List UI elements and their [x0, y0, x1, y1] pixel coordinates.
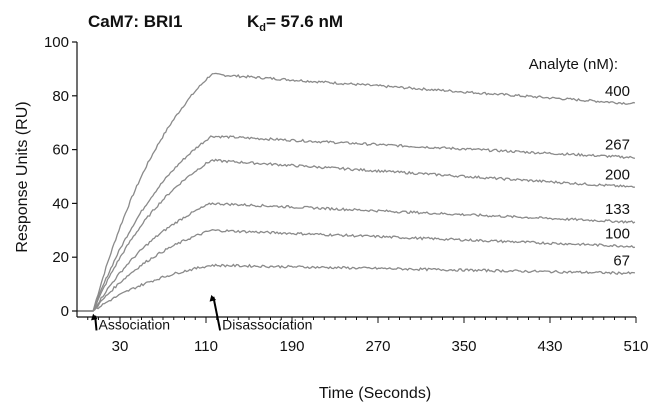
- series-label-133: 133: [605, 201, 630, 218]
- y-tick-label-0: 0: [61, 303, 69, 320]
- y-tick-label-20: 20: [52, 249, 69, 266]
- annotations: Association Disassociation: [91, 294, 312, 332]
- chart-title: CaM7: BRI1: [88, 12, 182, 31]
- series-labels: 400 267 200 133 100 67: [605, 83, 630, 269]
- chart-title-group: CaM7: BRI1 Kd= 57.6 nM: [88, 12, 343, 34]
- legend-title: Analyte (nM):: [529, 56, 618, 73]
- y-tick-label-100: 100: [44, 34, 69, 51]
- y-tick-label-60: 60: [52, 142, 69, 159]
- series-label-200: 200: [605, 166, 630, 183]
- series-line-133: [77, 202, 636, 312]
- series-line-100: [77, 229, 635, 312]
- annotation-arrow-head-0: [91, 313, 98, 321]
- annotation-arrow-shaft-1: [212, 296, 222, 331]
- series-lines: [77, 72, 636, 312]
- kd-equals: = 57.6 nM: [266, 12, 343, 31]
- x-tick-label-270: 270: [365, 338, 390, 355]
- kd-symbol: K: [247, 12, 260, 31]
- series-label-267: 267: [605, 137, 630, 154]
- x-tick-label-430: 430: [537, 338, 562, 355]
- series-label-67: 67: [613, 252, 630, 269]
- series-label-100: 100: [605, 225, 630, 242]
- annotation-association: Association: [99, 316, 171, 332]
- kd-subscript: d: [259, 22, 266, 34]
- x-tick-label-190: 190: [279, 338, 304, 355]
- series-line-267: [77, 135, 636, 312]
- annotation-disassociation: Disassociation: [222, 316, 312, 332]
- series-label-400: 400: [605, 83, 630, 100]
- series-line-200: [77, 158, 635, 312]
- y-axis-label: Response Units (RU): [14, 101, 31, 252]
- annotation-arrow-head-1: [209, 294, 217, 302]
- x-axis-label: Time (Seconds): [319, 385, 431, 402]
- axes: 0 20 40 60 80 100 30 110 190 270 350 430 510: [44, 34, 649, 355]
- x-tick-label-350: 350: [451, 338, 476, 355]
- series-line-400: [77, 72, 636, 312]
- y-tick-label-40: 40: [52, 195, 69, 212]
- x-tick-label-510: 510: [623, 338, 648, 355]
- series-line-67: [77, 263, 636, 312]
- x-tick-label-110: 110: [194, 338, 218, 355]
- y-tick-label-80: 80: [52, 88, 69, 105]
- kd-value: Kd= 57.6 nM: [247, 12, 343, 34]
- x-tick-label-30: 30: [112, 338, 129, 355]
